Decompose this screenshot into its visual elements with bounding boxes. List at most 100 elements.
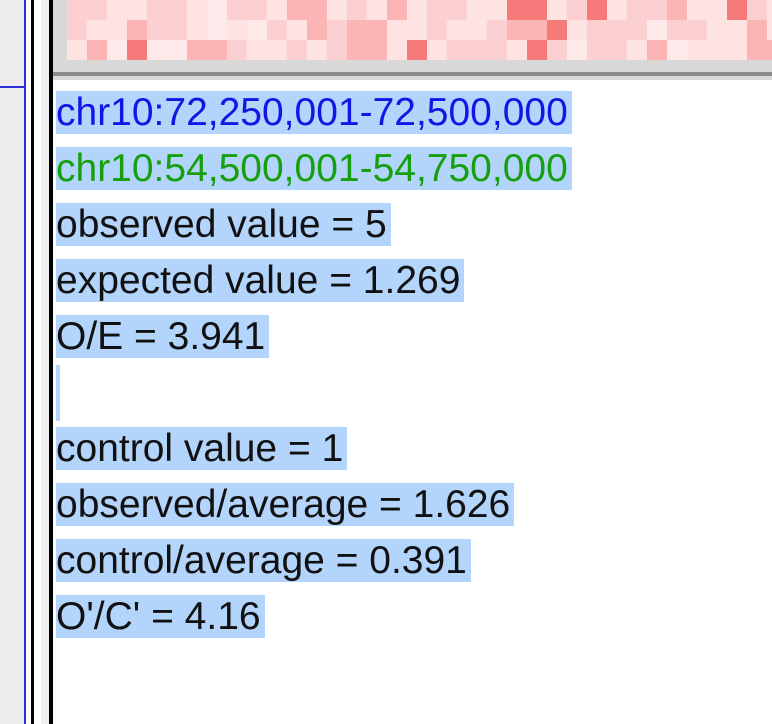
heatmap-cell[interactable] (67, 40, 87, 60)
heatmap-cell[interactable] (227, 40, 247, 60)
heatmap-cell[interactable] (387, 20, 407, 40)
heatmap-cell[interactable] (67, 20, 87, 40)
heatmap-cell[interactable] (87, 20, 107, 40)
heatmap-cell[interactable] (667, 0, 687, 20)
heatmap-cell[interactable] (427, 20, 447, 40)
heatmap-cell[interactable] (147, 40, 167, 60)
heatmap-cell[interactable] (627, 20, 647, 40)
heatmap-cell[interactable] (627, 40, 647, 60)
heatmap-cell[interactable] (207, 0, 227, 20)
heatmap-cell[interactable] (127, 40, 147, 60)
heatmap-cell[interactable] (387, 40, 407, 60)
heatmap-cell[interactable] (767, 0, 772, 20)
heatmap-cell[interactable] (707, 20, 727, 40)
heatmap-cell[interactable] (407, 0, 427, 20)
heatmap-cell[interactable] (487, 20, 507, 40)
heatmap-cell[interactable] (767, 20, 772, 40)
heatmap-cell[interactable] (627, 0, 647, 20)
heatmap-cell[interactable] (167, 20, 187, 40)
heatmap-cell[interactable] (547, 0, 567, 20)
heatmap-cell[interactable] (347, 20, 367, 40)
heatmap-cell[interactable] (107, 0, 127, 20)
heatmap-cell[interactable] (87, 0, 107, 20)
heatmap-cell[interactable] (167, 0, 187, 20)
heatmap-cell[interactable] (287, 20, 307, 40)
heatmap-cell[interactable] (407, 20, 427, 40)
heatmap-cell[interactable] (287, 40, 307, 60)
heatmap-cell[interactable] (307, 40, 327, 60)
splitter-handle[interactable] (41, 0, 51, 724)
heatmap-cell[interactable] (747, 20, 767, 40)
heatmap-cell[interactable] (587, 20, 607, 40)
heatmap-cell[interactable] (327, 40, 347, 60)
heatmap-cell[interactable] (307, 0, 327, 20)
heatmap-cell[interactable] (267, 20, 287, 40)
heatmap-cell[interactable] (307, 20, 327, 40)
heatmap-cell[interactable] (407, 40, 427, 60)
heatmap-cell[interactable] (427, 40, 447, 60)
heatmap-cell[interactable] (187, 40, 207, 60)
heatmap-cell[interactable] (507, 20, 527, 40)
heatmap-cell[interactable] (267, 0, 287, 20)
heatmap-cell[interactable] (147, 20, 167, 40)
heatmap-cell[interactable] (767, 40, 772, 60)
heatmap-cell[interactable] (487, 0, 507, 20)
heatmap-cell[interactable] (567, 20, 587, 40)
heatmap-cell[interactable] (667, 40, 687, 60)
heatmap-cell[interactable] (247, 0, 267, 20)
heatmap-cell[interactable] (547, 40, 567, 60)
heatmap-cell[interactable] (247, 40, 267, 60)
heatmap-cell[interactable] (267, 40, 287, 60)
heatmap-cell[interactable] (227, 20, 247, 40)
heatmap-cell[interactable] (567, 40, 587, 60)
heatmap-cell[interactable] (527, 20, 547, 40)
heatmap-cell[interactable] (247, 20, 267, 40)
heatmap-cell[interactable] (527, 0, 547, 20)
heatmap-cell[interactable] (127, 0, 147, 20)
heatmap-cell[interactable] (387, 0, 407, 20)
heatmap-cell[interactable] (467, 0, 487, 20)
heatmap-cell[interactable] (147, 0, 167, 20)
heatmap-cell[interactable] (587, 40, 607, 60)
heatmap-cell[interactable] (447, 40, 467, 60)
heatmap-cell[interactable] (207, 40, 227, 60)
heatmap-cell[interactable] (487, 40, 507, 60)
heatmap-cell[interactable] (647, 40, 667, 60)
heatmap-cell[interactable] (727, 40, 747, 60)
heatmap-cell[interactable] (687, 0, 707, 20)
heatmap-cell[interactable] (327, 0, 347, 20)
heatmap-viewport[interactable] (53, 0, 772, 80)
heatmap-cell[interactable] (527, 40, 547, 60)
heatmap-cell[interactable] (327, 20, 347, 40)
heatmap-cell[interactable] (687, 40, 707, 60)
heatmap-cell[interactable] (167, 40, 187, 60)
heatmap-cell[interactable] (647, 20, 667, 40)
heatmap-cell[interactable] (447, 0, 467, 20)
heatmap-cell[interactable] (747, 40, 767, 60)
heatmap-cell[interactable] (347, 0, 367, 20)
heatmap-cell[interactable] (107, 40, 127, 60)
heatmap-cell[interactable] (87, 40, 107, 60)
heatmap-cell[interactable] (107, 20, 127, 40)
heatmap-cell[interactable] (707, 0, 727, 20)
heatmap-cell[interactable] (347, 40, 367, 60)
heatmap-cell[interactable] (507, 0, 527, 20)
heatmap-cell[interactable] (187, 20, 207, 40)
heatmap-cell[interactable] (727, 20, 747, 40)
heatmap-cell[interactable] (687, 20, 707, 40)
heatmap-cell[interactable] (607, 0, 627, 20)
heatmap-cell[interactable] (567, 0, 587, 20)
heatmap-cell[interactable] (127, 20, 147, 40)
heatmap-cell[interactable] (467, 20, 487, 40)
heatmap-cell[interactable] (547, 20, 567, 40)
heatmap-cell[interactable] (207, 20, 227, 40)
heatmap-cell[interactable] (367, 20, 387, 40)
heatmap-canvas[interactable] (67, 0, 772, 60)
heatmap-cell[interactable] (227, 0, 247, 20)
heatmap-cell[interactable] (607, 20, 627, 40)
heatmap-cell[interactable] (747, 0, 767, 20)
heatmap-cell[interactable] (367, 40, 387, 60)
heatmap-cell[interactable] (447, 20, 467, 40)
heatmap-cell[interactable] (647, 0, 667, 20)
heatmap-cell[interactable] (727, 0, 747, 20)
